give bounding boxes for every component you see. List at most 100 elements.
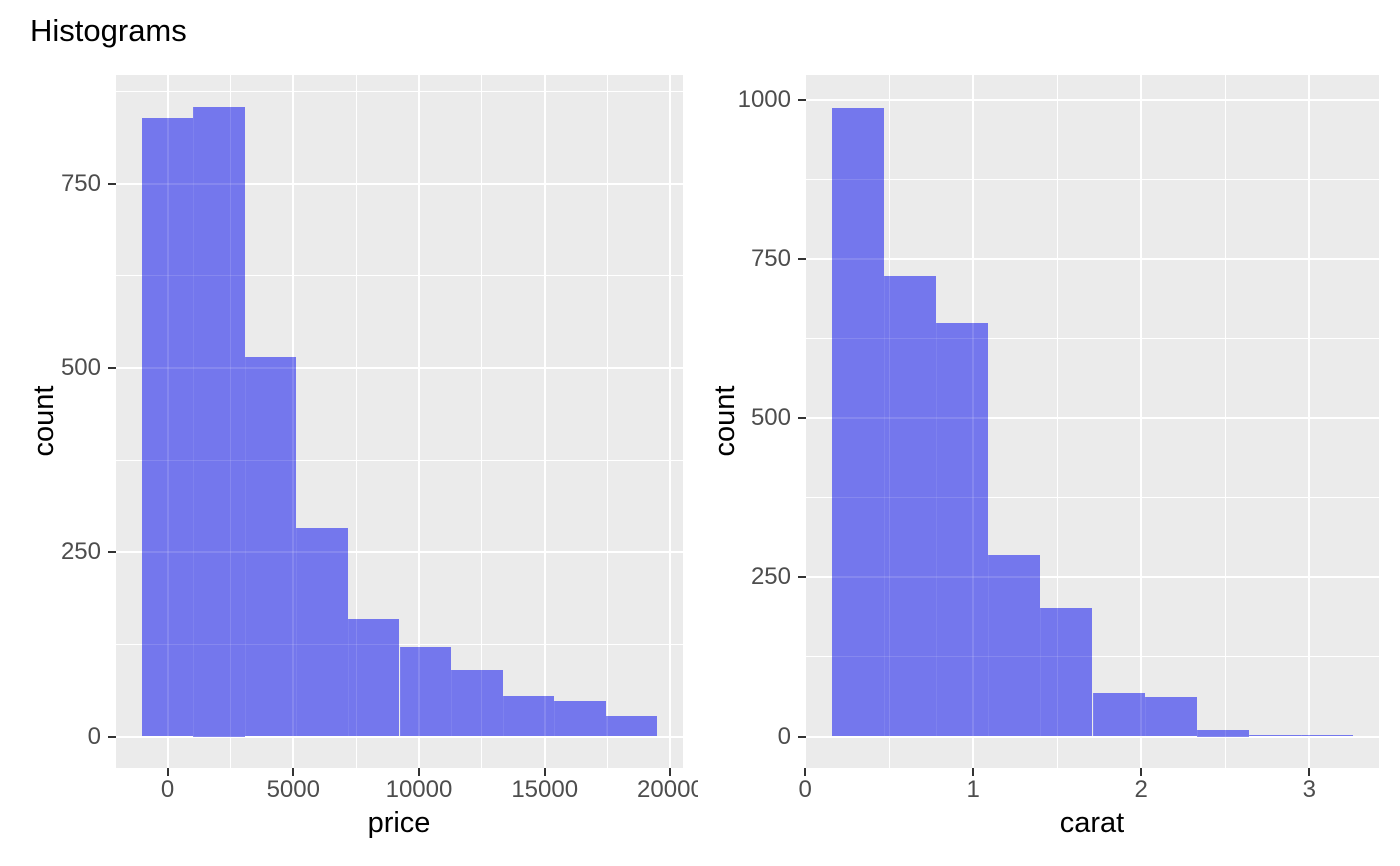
histogram-bar [141, 117, 194, 737]
gridline-overlay-gridline-major [806, 576, 1379, 579]
gridline-overlay-gridline-minor [888, 75, 890, 768]
gridline-gridline-major [804, 75, 807, 768]
gridline-overlay-gridline-minor [806, 338, 1379, 340]
histogram-bar [832, 107, 885, 737]
histogram-bar [936, 322, 989, 737]
x-tick-label: 3 [1302, 776, 1316, 803]
gridline-overlay-gridline-minor [1224, 75, 1226, 768]
gridline-gridline-minor [806, 656, 1379, 658]
y-tick-label: 250 [750, 563, 791, 591]
histogram-bar [605, 715, 658, 737]
gridline-gridline-major [806, 735, 1379, 738]
histogram-bar [347, 618, 400, 737]
gridline-overlay-gridline-minor [116, 643, 683, 645]
gridline-gridline-minor [481, 75, 483, 768]
histogram-bar [1248, 735, 1301, 737]
y-tick-mark [798, 735, 806, 738]
gridline-gridline-major [116, 182, 683, 185]
gridline-overlay-gridline-major [806, 735, 1379, 738]
gridline-gridline-minor [116, 275, 683, 277]
y-tick-label: 250 [60, 538, 101, 566]
x-tick-label: 0 [798, 776, 812, 803]
x-tick-mark [972, 768, 975, 776]
y-tick-mark [798, 99, 806, 102]
gridline-overlay-gridline-major [292, 75, 295, 768]
x-tick-label: 10000 [385, 776, 453, 803]
y-tick-label: 750 [60, 169, 101, 197]
gridline-overlay-gridline-minor [229, 75, 231, 768]
gridline-gridline-major [806, 417, 1379, 420]
gridline-overlay-gridline-major [116, 182, 683, 185]
gridline-gridline-major [116, 735, 683, 738]
y-tick-label: 0 [87, 722, 101, 750]
histogram-bar [1144, 697, 1197, 737]
gridline-overlay-gridline-major [116, 551, 683, 554]
gridline-gridline-minor [806, 497, 1379, 499]
gridline-gridline-major [669, 75, 672, 768]
y-tick-mark [108, 182, 116, 185]
histogram-bar [1092, 693, 1145, 737]
gridline-overlay-gridline-major [1308, 75, 1311, 768]
x-tick-mark [166, 768, 169, 776]
gridline-gridline-major [116, 551, 683, 554]
x-tick-mark [543, 768, 546, 776]
gridline-overlay-gridline-major [806, 99, 1379, 102]
gridline-overlay-gridline-minor [607, 75, 609, 768]
gridline-gridline-major [116, 367, 683, 370]
gridline-gridline-major [1140, 75, 1143, 768]
histogram-bar [988, 555, 1041, 737]
histogram-bar [502, 695, 555, 737]
gridline-overlay-gridline-major [972, 75, 975, 768]
x-axis-title-carat: carat [1059, 807, 1125, 839]
gridline-gridline-minor [1056, 75, 1058, 768]
gridline-gridline-major [1308, 75, 1311, 768]
histogram-bar [1196, 729, 1249, 737]
gridline-overlay-gridline-minor [116, 275, 683, 277]
y-tick-mark [108, 367, 116, 370]
gridline-overlay-gridline-major [417, 75, 420, 768]
gridline-gridline-minor [116, 643, 683, 645]
gridline-gridline-minor [116, 91, 683, 93]
histogram-bar [193, 106, 245, 737]
gridline-gridline-major [806, 258, 1379, 261]
gridline-gridline-major [543, 75, 546, 768]
histogram-bar [296, 527, 348, 737]
gridline-overlay-gridline-minor [806, 656, 1379, 658]
gridline-overlay-gridline-minor [116, 91, 683, 93]
gridline-gridline-minor [1224, 75, 1226, 768]
gridline-gridline-major [806, 99, 1379, 102]
histogram-bar [1300, 735, 1353, 737]
gridline-gridline-major [417, 75, 420, 768]
x-axis-title-price: price [367, 807, 431, 839]
gridline-gridline-minor [806, 338, 1379, 340]
y-tick-mark [108, 735, 116, 738]
histogram-bar [884, 276, 937, 737]
y-tick-label: 1000 [737, 86, 791, 114]
x-tick-mark [669, 768, 672, 776]
y-tick-mark [798, 576, 806, 579]
y-axis-title-count-left: count [28, 385, 60, 457]
x-tick-mark [417, 768, 420, 776]
price-histogram: price count 0 5000 10000 15000 20000 0 250 500 7… [0, 0, 698, 866]
gridline-overlay-gridline-minor [116, 459, 683, 461]
x-tick-mark [292, 768, 295, 776]
gridline-gridline-minor [355, 75, 357, 768]
gridline-overlay-gridline-major [543, 75, 546, 768]
gridline-gridline-major [806, 576, 1379, 579]
gridline-overlay-gridline-minor [1056, 75, 1058, 768]
x-tick-mark [1140, 768, 1143, 776]
gridline-overlay-gridline-minor [481, 75, 483, 768]
gridline-overlay-gridline-major [804, 75, 807, 768]
y-tick-label: 500 [60, 354, 101, 382]
gridline-overlay-gridline-major [806, 258, 1379, 261]
x-tick-label: 1 [966, 776, 980, 803]
y-tick-label: 500 [750, 404, 791, 432]
y-tick-mark [108, 551, 116, 554]
y-tick-label: 750 [750, 245, 791, 273]
gridline-gridline-minor [806, 179, 1379, 181]
gridline-overlay-gridline-major [806, 417, 1379, 420]
gridline-overlay-gridline-minor [806, 179, 1379, 181]
y-tick-mark [798, 258, 806, 261]
histogram-bar [244, 357, 297, 737]
x-tick-label: 15000 [511, 776, 579, 803]
